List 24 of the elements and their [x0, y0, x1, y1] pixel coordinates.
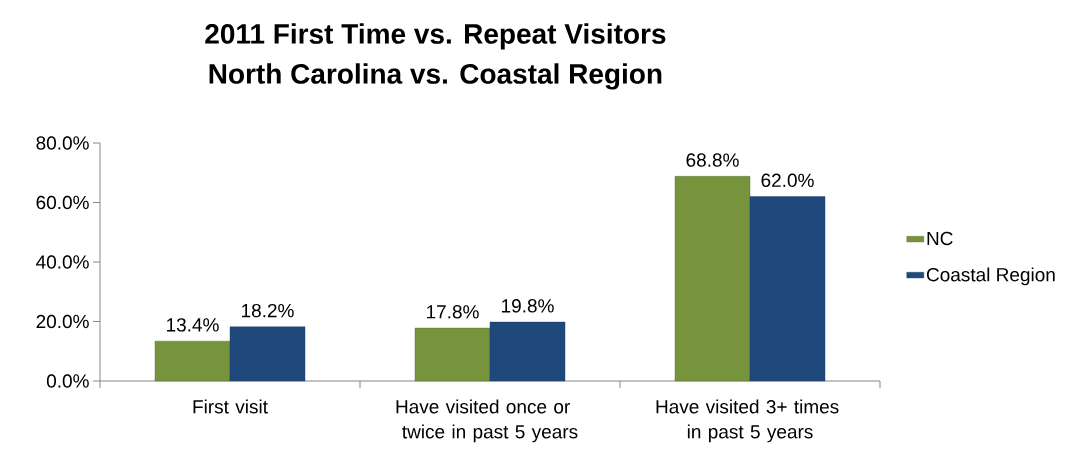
chart-subtitle: North Carolina vs. Coastal Region — [209, 63, 662, 90]
data-label: 62.0% — [761, 173, 814, 188]
y-tick-label: 40.0% — [36, 255, 89, 269]
data-label: 13.4% — [167, 318, 219, 332]
bar — [229, 326, 306, 382]
x-tick-label: Have visited once or twice in past 5 years — [396, 399, 578, 443]
data-label: 17.8% — [427, 305, 479, 319]
x-tick-label: Have visited 3+ times in past 5 years — [656, 399, 839, 443]
y-tick-label: 0.0% — [46, 374, 89, 388]
data-label: 18.2% — [242, 303, 294, 318]
legend-label: NC — [927, 231, 953, 246]
bar — [674, 176, 751, 382]
y-tick-label: 80.0% — [36, 136, 89, 150]
bar — [414, 327, 491, 382]
bar — [154, 340, 231, 382]
y-tick-label: 60.0% — [36, 195, 89, 210]
x-tick-label: First visit — [193, 399, 268, 414]
bar — [489, 321, 566, 382]
chart-title: 2011 First Time vs. Repeat Visitors — [205, 23, 666, 50]
bar — [749, 196, 826, 382]
legend-label: Coastal Region — [926, 267, 1055, 286]
data-label: 68.8% — [686, 153, 739, 167]
y-tick-label: 20.0% — [36, 314, 89, 329]
data-label: 19.8% — [502, 299, 554, 313]
